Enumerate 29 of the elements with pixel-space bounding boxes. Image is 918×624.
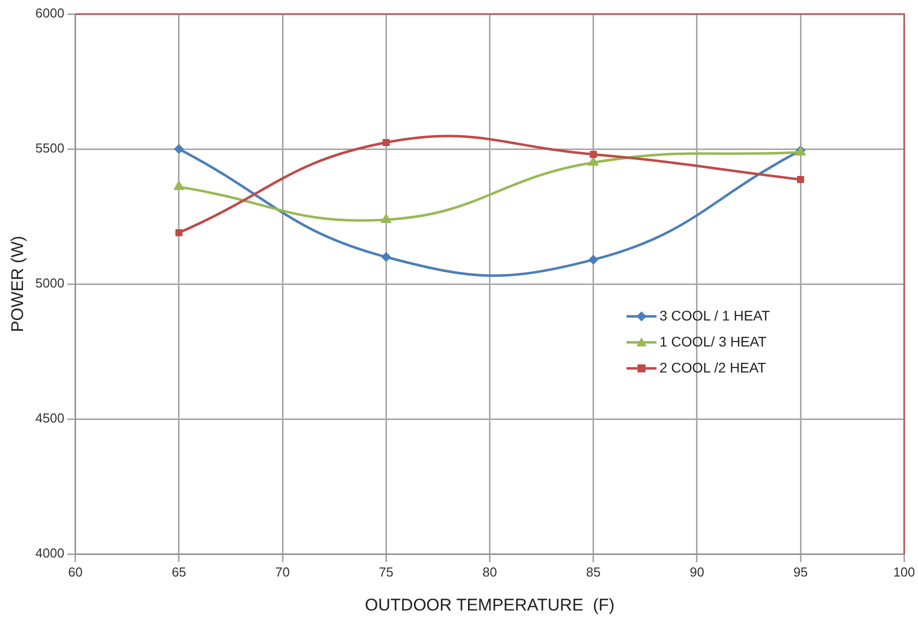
y-tick-label: 6000 — [35, 6, 64, 21]
y-tick-label: 4000 — [35, 546, 64, 561]
legend-label: 1 COOL/ 3 HEAT — [659, 333, 768, 350]
point — [588, 254, 598, 265]
point — [381, 252, 392, 262]
y-tick-label: 5500 — [35, 140, 64, 156]
point — [590, 150, 597, 158]
y-tick-label: 4500 — [35, 410, 64, 426]
point — [173, 180, 185, 190]
x-tick-label: 80 — [482, 564, 497, 580]
x-tick-label: 60 — [68, 564, 83, 580]
legend-label: 2 COOL /2 HEAT — [659, 359, 767, 376]
point — [175, 229, 182, 236]
x-tick-label: 65 — [172, 564, 186, 580]
legend-label: 3 COOL / 1 HEAT — [659, 307, 770, 324]
point — [588, 156, 599, 166]
y-tick-label: 5000 — [35, 276, 64, 291]
point — [174, 144, 184, 154]
x-tick-label: 90 — [690, 564, 704, 580]
point — [380, 213, 392, 223]
x-tick-label: 70 — [275, 564, 290, 580]
point — [797, 176, 804, 184]
y-axis-title: POWER (W) — [8, 236, 27, 332]
point — [382, 138, 390, 146]
x-tick-label: 95 — [793, 564, 808, 580]
x-tick-label: 100 — [893, 564, 916, 580]
x-axis-title: OUTDOOR TEMPERATURE (F) — [364, 595, 615, 614]
x-tick-label: 85 — [586, 564, 601, 580]
x-tick-label: 75 — [378, 564, 394, 580]
